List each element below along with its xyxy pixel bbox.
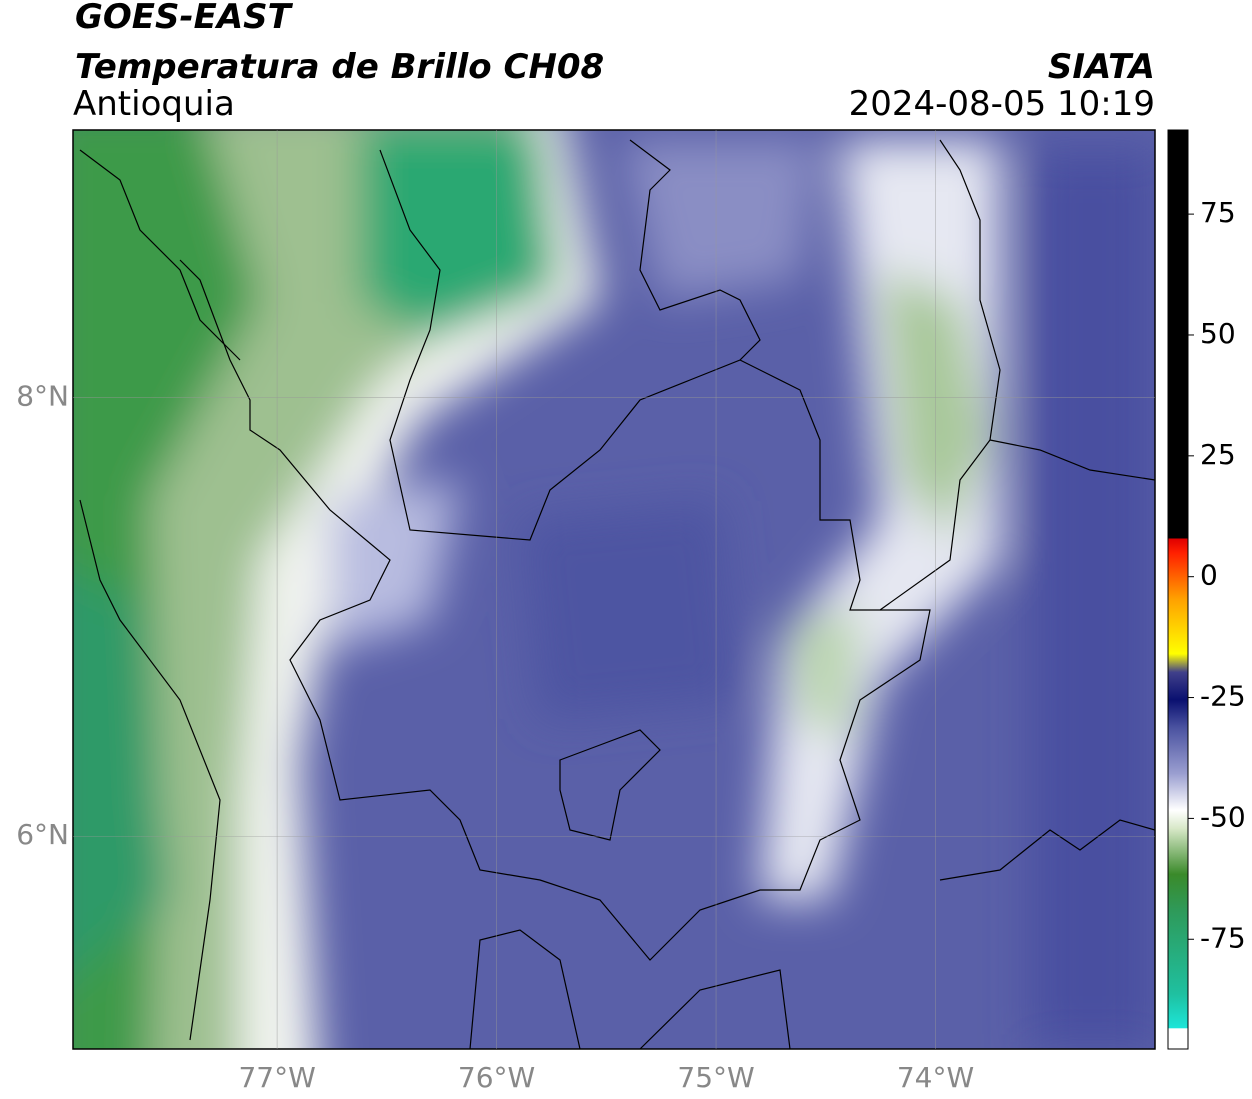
- subtitle: Temperatura de Brillo CH08: [75, 47, 604, 87]
- x-tick-label: 76°W: [458, 1061, 535, 1094]
- y-tick-label: 8°N: [16, 380, 69, 413]
- x-tick-label: 75°W: [677, 1061, 754, 1094]
- colorbar-tick-label: -25: [1200, 680, 1246, 713]
- colorbar-tick-label: 50: [1200, 317, 1236, 350]
- region: Antioquia: [73, 84, 235, 124]
- title: GOES-EAST: [75, 0, 294, 37]
- colorbar: [1167, 129, 1189, 1050]
- borders: [79, 139, 1155, 1049]
- colorbar-tick-label: 25: [1200, 438, 1236, 471]
- colorbar-tick-label: -75: [1200, 921, 1246, 954]
- datetime: 2024-08-05 10:19: [849, 84, 1155, 124]
- map-frame: [72, 129, 1156, 1050]
- source: SIATA: [1048, 47, 1155, 87]
- colorbar-tick-label: 0: [1200, 559, 1218, 592]
- y-tick-label: 6°N: [16, 818, 69, 851]
- colorbar-tick-label: 75: [1200, 196, 1236, 229]
- x-tick-label: 77°W: [238, 1061, 315, 1094]
- x-tick-label: 74°W: [897, 1061, 974, 1094]
- colorbar-tick-label: -50: [1200, 800, 1246, 833]
- brightness-field: [73, 130, 1155, 1049]
